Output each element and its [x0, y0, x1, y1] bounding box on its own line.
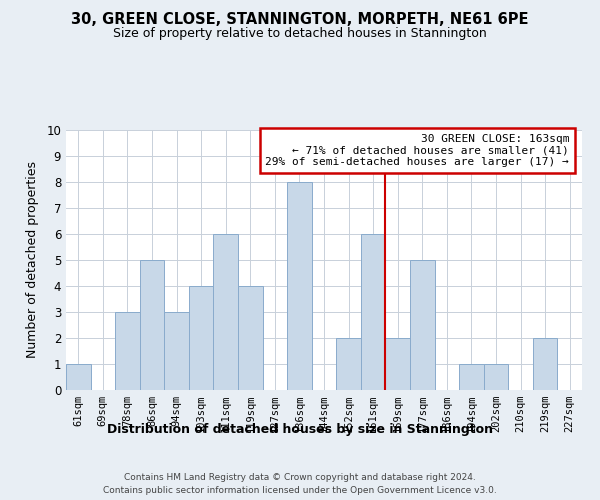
- Text: Size of property relative to detached houses in Stannington: Size of property relative to detached ho…: [113, 28, 487, 40]
- Text: Distribution of detached houses by size in Stannington: Distribution of detached houses by size …: [107, 422, 493, 436]
- Bar: [238, 286, 263, 390]
- Bar: [164, 312, 189, 390]
- Bar: [66, 364, 91, 390]
- Bar: [189, 286, 214, 390]
- Text: 30, GREEN CLOSE, STANNINGTON, MORPETH, NE61 6PE: 30, GREEN CLOSE, STANNINGTON, MORPETH, N…: [71, 12, 529, 28]
- Bar: [287, 182, 312, 390]
- Y-axis label: Number of detached properties: Number of detached properties: [26, 162, 40, 358]
- Bar: [484, 364, 508, 390]
- Text: Contains public sector information licensed under the Open Government Licence v3: Contains public sector information licen…: [103, 486, 497, 495]
- Bar: [336, 338, 361, 390]
- Bar: [385, 338, 410, 390]
- Bar: [361, 234, 385, 390]
- Bar: [410, 260, 434, 390]
- Bar: [533, 338, 557, 390]
- Bar: [140, 260, 164, 390]
- Bar: [459, 364, 484, 390]
- Text: Contains HM Land Registry data © Crown copyright and database right 2024.: Contains HM Land Registry data © Crown c…: [124, 472, 476, 482]
- Bar: [214, 234, 238, 390]
- Bar: [115, 312, 140, 390]
- Text: 30 GREEN CLOSE: 163sqm
← 71% of detached houses are smaller (41)
29% of semi-det: 30 GREEN CLOSE: 163sqm ← 71% of detached…: [265, 134, 569, 167]
